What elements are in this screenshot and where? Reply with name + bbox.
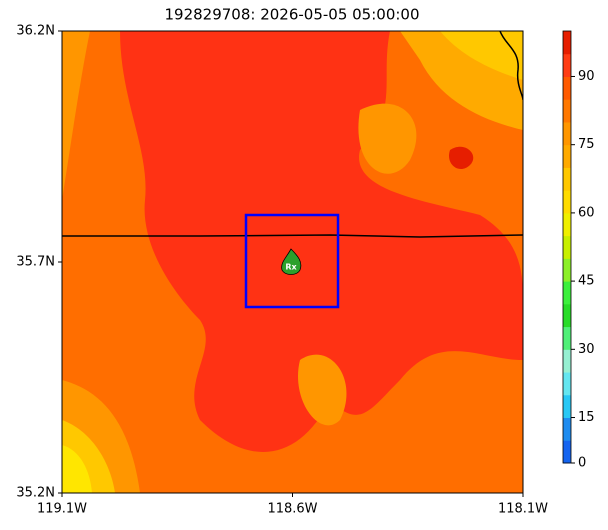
colorbar-tick-label: 90 — [578, 69, 595, 84]
y-tick-label: 35.2N — [16, 486, 55, 501]
colorbar-tick-label: 0 — [578, 456, 586, 471]
y-tick-label: 36.2N — [16, 24, 55, 39]
chart-title: 192829708: 2026-05-05 05:00:00 — [164, 6, 419, 24]
x-tick-label: 118.6W — [267, 502, 317, 517]
colorbar-band — [563, 303, 571, 328]
colorbar-band — [563, 440, 571, 464]
x-tick-label: 119.1W — [37, 502, 87, 517]
colorbar-band — [563, 212, 571, 237]
colorbar-band — [563, 144, 571, 168]
marker-label: Rx — [285, 263, 297, 272]
colorbar-band — [563, 121, 571, 146]
colorbar-band — [563, 167, 571, 191]
map-field: Rx — [62, 31, 523, 493]
colorbar-band — [563, 31, 571, 55]
colorbar-band — [563, 372, 571, 396]
colorbar-tick-label: 45 — [578, 274, 595, 289]
x-tick-label: 118.1W — [498, 502, 548, 517]
colorbar-tick-label: 75 — [578, 137, 595, 152]
colorbar-frame — [562, 30, 572, 464]
colorbar-tick-label: 60 — [578, 205, 595, 220]
y-tick-label: 35.7N — [16, 255, 55, 270]
colorbar-band — [563, 326, 571, 350]
colorbar-band — [563, 349, 571, 373]
colorbar-band — [563, 258, 571, 282]
colorbar-band — [563, 99, 571, 123]
colorbar-band — [563, 190, 571, 214]
colorbar-tick-label: 15 — [578, 410, 595, 425]
colorbar-band — [563, 235, 571, 259]
colorbar-band — [563, 417, 571, 441]
colorbar-band — [563, 281, 571, 305]
colorbar-band — [563, 76, 571, 100]
colorbar-band — [563, 394, 571, 419]
colorbar-tick-label: 30 — [578, 342, 595, 357]
colorbar-band — [563, 53, 571, 77]
